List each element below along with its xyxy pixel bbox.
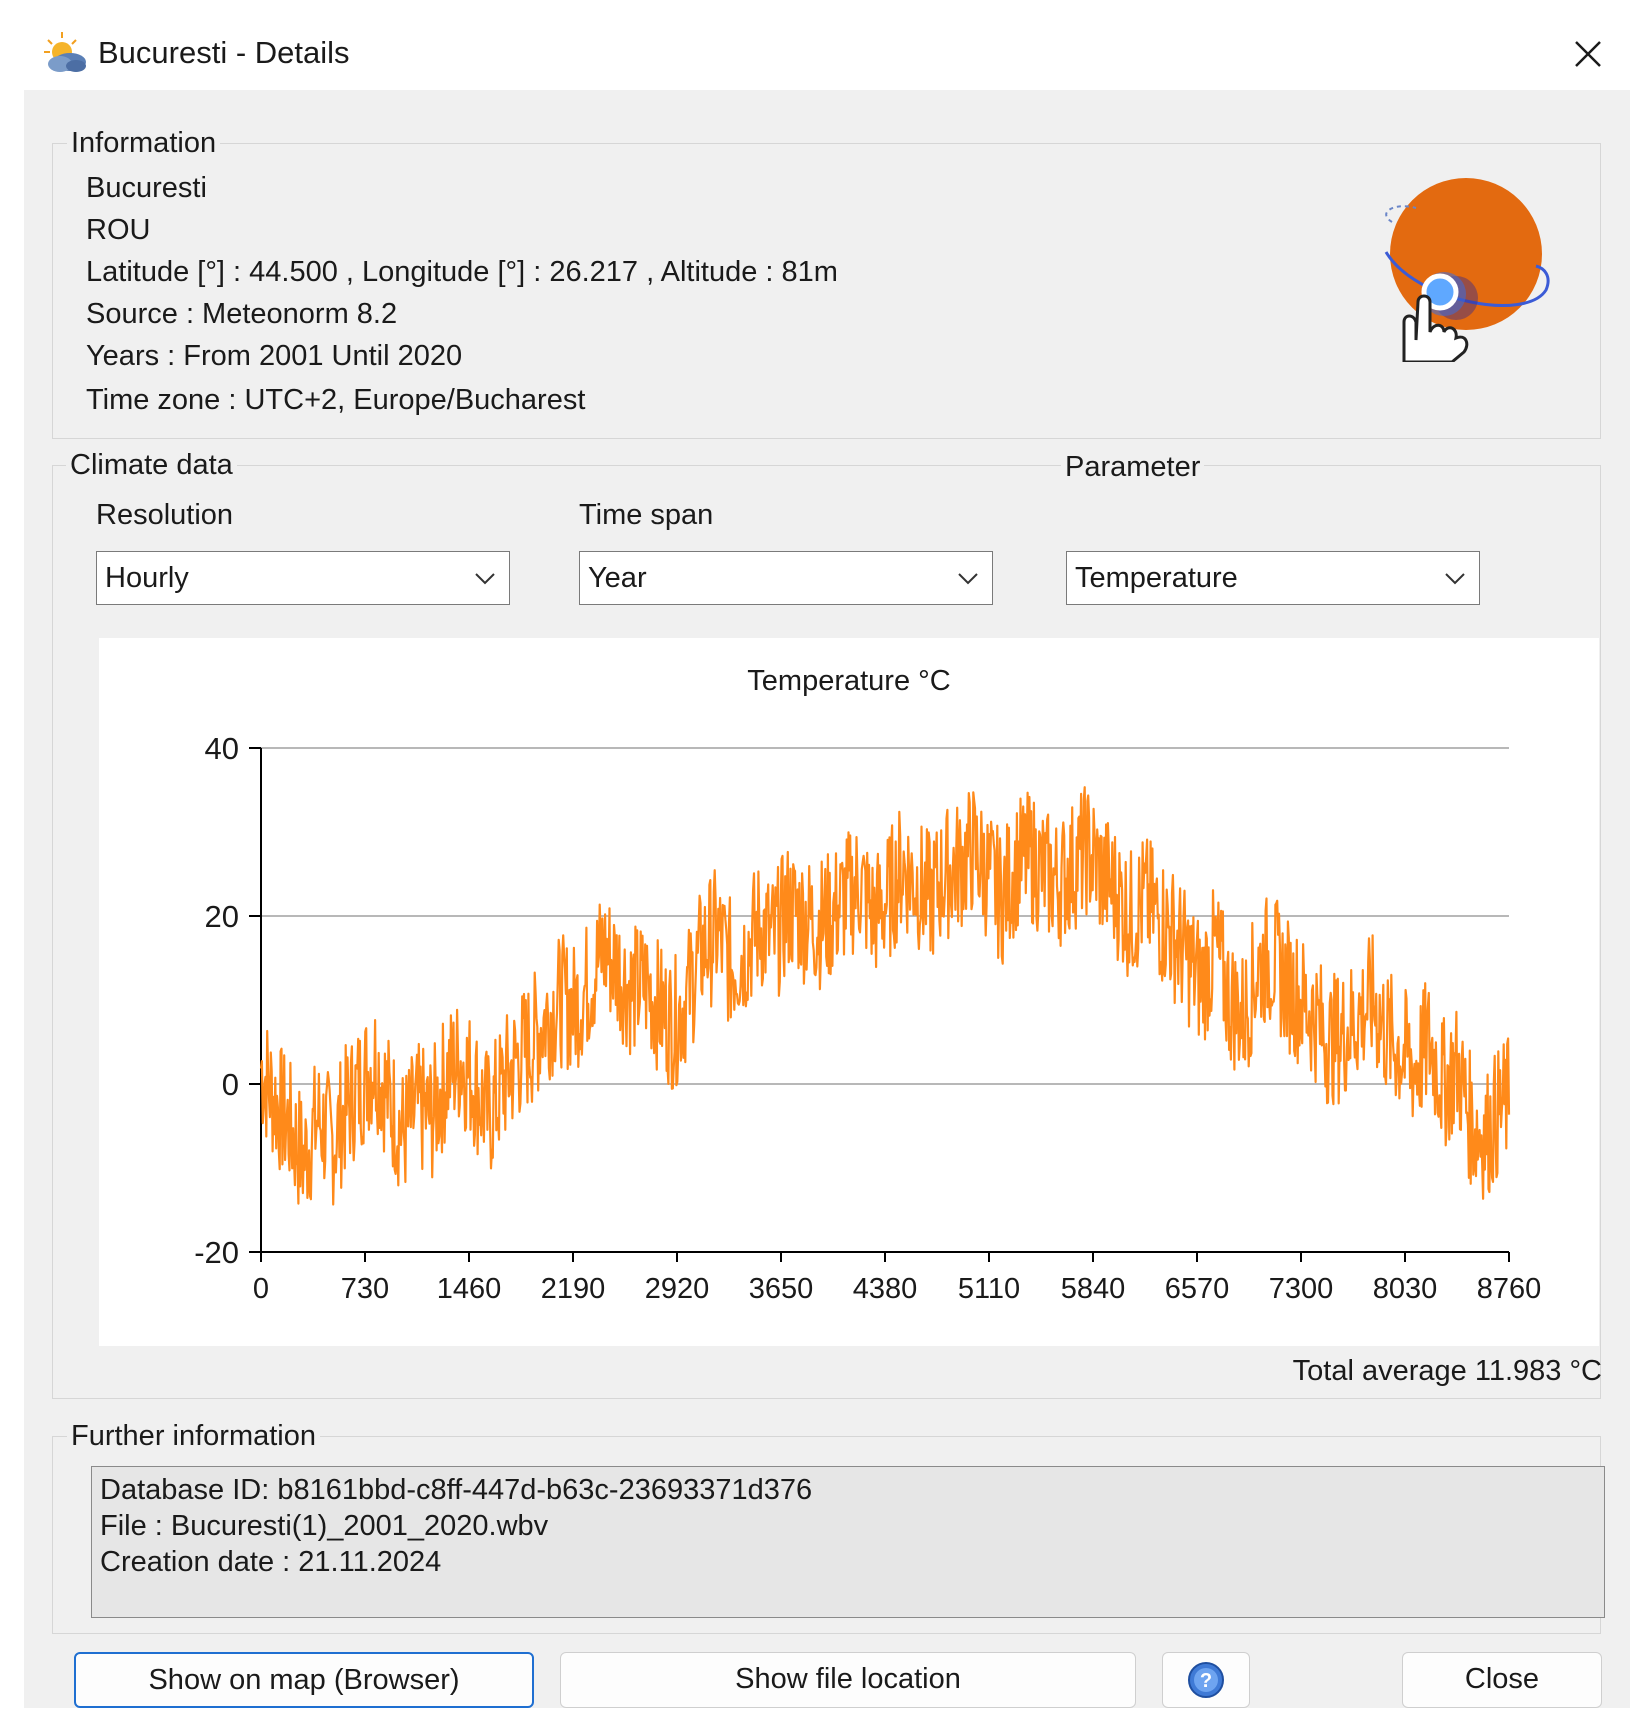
parameter-value: Temperature <box>1075 562 1238 594</box>
y-tick-label: 40 <box>205 731 239 766</box>
resolution-select[interactable]: Hourly <box>96 551 510 605</box>
info-years: Years : From 2001 Until 2020 <box>86 340 463 372</box>
creation-date-line: Creation date : 21.11.2024 <box>100 1546 442 1578</box>
chart-title: Temperature °C <box>747 665 950 697</box>
chevron-down-icon <box>1445 573 1465 585</box>
help-button[interactable]: ? <box>1162 1652 1250 1708</box>
info-timezone: Time zone : UTC+2, Europe/Bucharest <box>86 384 586 416</box>
database-id-line: Database ID: b8161bbd-c8ff-447d-b63c-236… <box>100 1474 813 1506</box>
time-span-value: Year <box>588 562 647 594</box>
total-average: Total average 11.983 °C <box>1292 1355 1602 1387</box>
info-country: ROU <box>86 214 151 246</box>
parameter-legend: Parameter <box>1061 450 1205 484</box>
x-tick-label: 2190 <box>541 1273 606 1305</box>
chart-panel: Temperature °C 40 20 0 -20 0 730 1460 2190 2920 3… <box>99 638 1599 1346</box>
chevron-down-icon <box>475 573 495 585</box>
globe-click-icon[interactable] <box>1356 172 1556 362</box>
window-title: Bucuresti - Details <box>98 35 350 70</box>
svg-text:?: ? <box>1200 1670 1212 1692</box>
x-tick-label: 8760 <box>1477 1273 1542 1305</box>
help-icon: ? <box>1188 1662 1224 1698</box>
info-coordinates: Latitude [°] : 44.500 , Longitude [°] : … <box>86 256 838 288</box>
close-icon[interactable] <box>1566 32 1610 76</box>
resolution-value: Hourly <box>105 562 189 594</box>
information-legend: Information <box>67 126 221 160</box>
chevron-down-icon <box>958 573 978 585</box>
x-tick-label: 0 <box>253 1273 269 1305</box>
x-tick-label: 7300 <box>1269 1273 1334 1305</box>
title-bar: Bucuresti - Details <box>24 18 1630 90</box>
show-on-map-button[interactable]: Show on map (Browser) <box>74 1652 534 1708</box>
info-source: Source : Meteonorm 8.2 <box>86 298 398 330</box>
parameter-select[interactable]: Temperature <box>1066 551 1480 605</box>
weather-sun-cloud-icon <box>44 32 86 72</box>
temperature-series-line <box>259 786 1511 1206</box>
y-tick-label: 20 <box>205 899 239 934</box>
x-tick-label: 3650 <box>749 1273 814 1305</box>
resolution-label: Resolution <box>96 499 234 531</box>
x-tick-label: 2920 <box>645 1273 710 1305</box>
x-tick-label: 8030 <box>1373 1273 1438 1305</box>
time-span-select[interactable]: Year <box>579 551 993 605</box>
x-tick-label: 1460 <box>437 1273 502 1305</box>
y-tick-label: -20 <box>194 1235 239 1270</box>
y-tick-label: 0 <box>222 1067 239 1102</box>
temperature-chart: Temperature °C 40 20 0 -20 0 730 1460 2190 2920 3… <box>194 665 1542 1305</box>
x-tick-label: 4380 <box>853 1273 918 1305</box>
x-tick-label: 5840 <box>1061 1273 1126 1305</box>
x-tick-label: 730 <box>341 1273 389 1305</box>
show-file-location-button[interactable]: Show file location <box>560 1652 1136 1708</box>
details-window: Bucuresti - Details Information Bucurest… <box>24 18 1630 1708</box>
file-line: File : Bucuresti(1)_2001_2020.wbv <box>100 1510 549 1542</box>
climate-group <box>52 465 1601 1399</box>
info-city: Bucuresti <box>86 172 207 204</box>
information-group <box>52 143 1601 439</box>
climate-legend: Climate data <box>66 448 237 482</box>
x-tick-label: 5110 <box>958 1273 1020 1305</box>
further-information-legend: Further information <box>67 1419 320 1453</box>
x-tick-label: 6570 <box>1165 1273 1230 1305</box>
close-button[interactable]: Close <box>1402 1652 1602 1708</box>
time-span-label: Time span <box>579 499 714 531</box>
further-information-textbox[interactable]: Database ID: b8161bbd-c8ff-447d-b63c-236… <box>91 1466 1605 1618</box>
